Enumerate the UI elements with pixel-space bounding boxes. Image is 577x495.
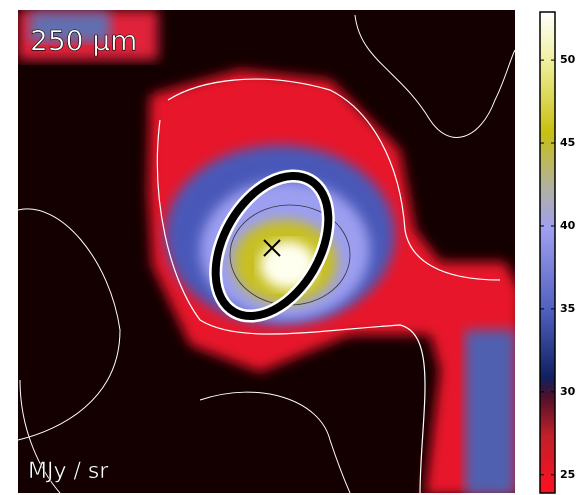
colorbar-tick-label: 40	[560, 219, 576, 232]
colorbar-tick-label: 30	[560, 385, 576, 398]
colorbar-tick-label: 35	[560, 302, 575, 315]
colorbar-tick-label: 25	[560, 468, 575, 481]
colorbar-tick-label: 45	[560, 136, 575, 149]
map-title: 250 μm	[30, 24, 137, 57]
unit-label: MJy / sr	[28, 459, 109, 484]
colorbar	[539, 11, 556, 494]
map-image: 250 μm MJy / sr	[18, 10, 515, 493]
colorbar-tick-label: 50	[560, 53, 576, 66]
